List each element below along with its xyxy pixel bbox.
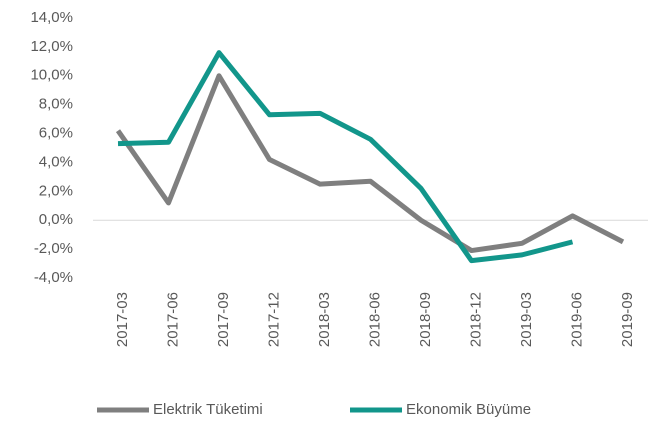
x-tick-label: 2017-09 <box>215 292 232 347</box>
series-line <box>117 50 574 264</box>
x-tick-label: 2018-03 <box>316 292 333 347</box>
y-tick-label: 14,0% <box>30 9 73 26</box>
x-tick-label: 2019-06 <box>568 292 585 347</box>
x-tick-label: 2017-12 <box>265 292 282 347</box>
y-tick-label: 0,0% <box>39 211 73 228</box>
y-tick-label: 2,0% <box>39 182 73 199</box>
y-tick-label: 10,0% <box>30 67 73 84</box>
x-tick-label: 2018-12 <box>467 292 484 347</box>
y-tick-label: 12,0% <box>30 38 73 55</box>
x-tick-label: 2019-09 <box>619 292 636 347</box>
x-tick-label: 2019-03 <box>518 292 535 347</box>
x-tick-label: 2018-06 <box>366 292 383 347</box>
legend-label: Ekonomik Büyüme <box>406 401 531 418</box>
y-tick-label: -2,0% <box>34 240 73 257</box>
y-tick-label: 8,0% <box>39 96 73 113</box>
legend-label: Elektrik Tüketimi <box>153 401 263 418</box>
y-tick-label: -4,0% <box>34 269 73 286</box>
x-tick-label: 2017-03 <box>114 292 131 347</box>
x-tick-label: 2018-09 <box>417 292 434 347</box>
y-tick-label: 4,0% <box>39 153 73 170</box>
x-tick-label: 2017-06 <box>164 292 181 347</box>
series-line <box>115 73 625 254</box>
y-tick-label: 6,0% <box>39 125 73 142</box>
